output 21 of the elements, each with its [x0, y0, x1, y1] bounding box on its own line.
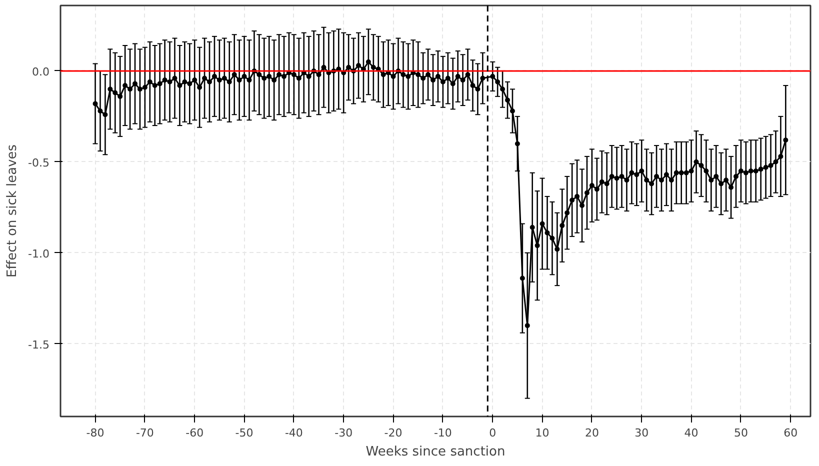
x-tick-label: -50: [235, 426, 254, 440]
x-axis-title: Weeks since sanction: [366, 444, 506, 460]
y-tick-label: 0.0: [32, 65, 50, 78]
x-tick-label: -30: [334, 426, 353, 440]
y-tick-label: -1.5: [28, 338, 50, 352]
x-tick-label: 10: [535, 426, 550, 440]
y-axis-title: Effect on sick leaves: [5, 144, 20, 278]
x-tick-label: 40: [684, 426, 698, 440]
x-tick-label: -10: [434, 426, 452, 440]
x-tick-label: -80: [86, 426, 104, 440]
x-tick-label: -70: [136, 426, 154, 440]
x-tick-label: 50: [734, 426, 748, 440]
x-tick-label: 60: [784, 426, 798, 440]
x-tick-label: -60: [186, 426, 204, 440]
y-tick-label: -0.5: [28, 156, 50, 170]
y-tick-label: -1.0: [28, 247, 50, 260]
x-tick-label: 20: [584, 426, 599, 440]
x-tick-label: 0: [489, 426, 496, 440]
x-tick-label: -20: [384, 426, 402, 440]
x-tick-label: -40: [284, 426, 303, 440]
x-tick-label: 30: [634, 426, 649, 440]
